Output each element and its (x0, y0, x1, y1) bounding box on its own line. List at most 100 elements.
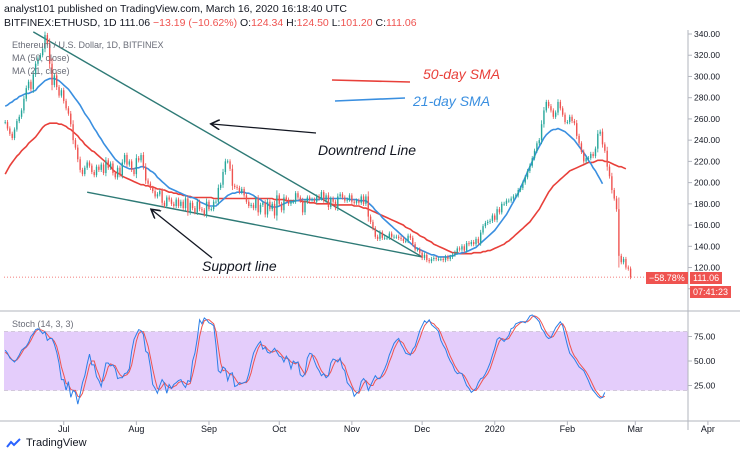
stoch-k-line (4, 314, 606, 405)
candle-body (325, 195, 327, 201)
candle-body (323, 192, 325, 201)
publish-info: analyst101 published on TradingView.com,… (4, 3, 347, 15)
candle-body (468, 243, 470, 245)
candle-body (487, 221, 489, 223)
candle-body (248, 201, 250, 206)
candle-body (353, 201, 355, 203)
candle-body (400, 237, 402, 239)
time-tick-label: Sep (201, 424, 217, 434)
candle-body (234, 185, 236, 187)
candle-body (344, 197, 346, 201)
legend-title: Ethereum / U.S. Dollar, 1D, BITFINEX (12, 40, 164, 50)
axes: 100.00120.00140.00160.00180.00200.00220.… (0, 29, 740, 434)
candle-body (479, 232, 482, 244)
price-tick-label: 280.00 (694, 93, 720, 103)
symbol-ohlc: BITFINEX:ETHUSD, 1D 111.06 −13.19 (−10.6… (4, 17, 417, 29)
candle-body (308, 197, 311, 200)
candle-body (337, 196, 339, 209)
candle-body (625, 259, 627, 268)
legend-ma21: MA (21, close) (12, 66, 70, 76)
candle-body (123, 155, 126, 163)
candle-body (194, 208, 196, 213)
candle-body (526, 170, 529, 178)
candle-body (39, 55, 42, 59)
candle-body (292, 201, 294, 203)
candle-body (313, 199, 316, 202)
candle-body (243, 188, 245, 196)
candle-body (627, 267, 629, 269)
candle-body (458, 248, 461, 250)
candle-body (456, 248, 458, 253)
price-change: −13.19 (−10.62%) (153, 17, 238, 29)
candle-body (578, 135, 580, 144)
candle-body (447, 256, 449, 260)
candle-body (152, 187, 154, 192)
time-tick-label: Apr (701, 424, 715, 434)
candle-body (236, 186, 238, 188)
candle-body (147, 180, 149, 184)
candle-body (351, 195, 353, 202)
candle-body (416, 249, 419, 251)
candle-body (114, 173, 116, 178)
candle-body (505, 200, 508, 204)
candle-body (561, 108, 564, 115)
candle-body (205, 201, 208, 215)
tradingview-logo[interactable]: TradingView (6, 437, 87, 449)
candle-body (67, 108, 70, 114)
candle-body (393, 236, 395, 238)
symbol: BITFINEX:ETHUSD, 1D (4, 17, 117, 29)
candle-body (255, 198, 257, 209)
candle-body (360, 196, 362, 203)
annotation-arrows (152, 79, 411, 259)
candle-body (594, 148, 597, 157)
candle-body (615, 198, 618, 210)
tradingview-icon (6, 438, 21, 448)
candle-body (435, 257, 437, 260)
time-tick-label: Oct (272, 424, 287, 434)
candle-body (159, 191, 161, 195)
candle-body (259, 204, 262, 213)
price-tick-label: 140.00 (694, 241, 720, 251)
sma21-legend-swatch (334, 97, 406, 102)
downtrend-annotation: Downtrend Line (318, 142, 417, 158)
candle-body (98, 166, 100, 170)
candle-body (355, 200, 358, 203)
candle-body (430, 259, 433, 262)
candle-body (475, 238, 477, 245)
candle-body (229, 161, 231, 169)
candle-body (358, 200, 360, 203)
candle-body (503, 203, 505, 205)
candle-body (618, 209, 620, 256)
candle-body (585, 158, 587, 162)
sma21-line (4, 77, 604, 258)
candle-body (177, 199, 180, 206)
last-price-tag: 111.06 (690, 272, 723, 284)
candle-body (112, 163, 114, 174)
price-tick-label: 300.00 (694, 71, 720, 81)
candle-body (100, 164, 102, 170)
candle-body (170, 199, 173, 204)
candle-body (531, 158, 533, 166)
candle-body (95, 166, 98, 176)
candle-body (365, 196, 367, 204)
legend-stoch: Stoch (14, 3, 3) (12, 319, 74, 329)
candle-body (369, 216, 372, 222)
candle-body (398, 236, 400, 238)
candle-body (395, 236, 398, 238)
close-label: C: (375, 17, 387, 29)
candle-body (285, 197, 287, 200)
candle-body (320, 192, 323, 199)
candle-body (348, 195, 351, 200)
candle-body (182, 201, 184, 209)
candle-body (201, 209, 203, 211)
candle-body (168, 197, 170, 200)
candle-body (37, 58, 39, 64)
candle-body (374, 228, 376, 237)
price-tick-label: 220.00 (694, 156, 720, 166)
sma50-legend-swatch (331, 79, 411, 83)
candle-body (44, 35, 46, 49)
candle-body (547, 101, 550, 107)
legend-ma50: MA (50, close) (12, 53, 70, 63)
candle-body (297, 193, 299, 198)
